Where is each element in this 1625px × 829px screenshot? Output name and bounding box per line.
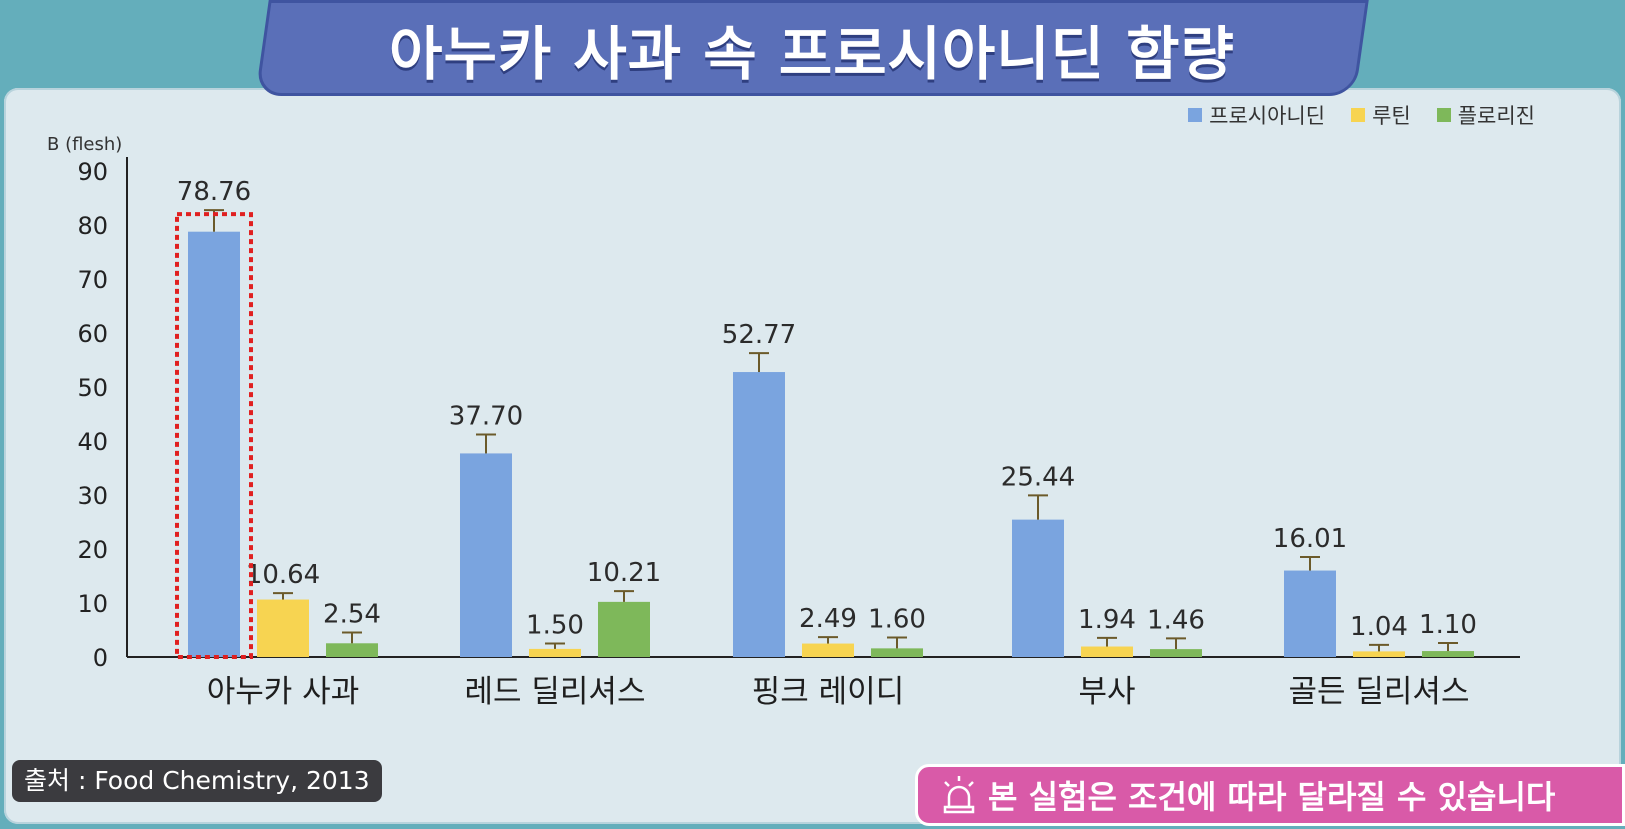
bar-rutin xyxy=(802,643,854,657)
bar-procyanidin xyxy=(733,372,785,657)
data-label: 1.50 xyxy=(526,611,584,641)
data-label: 37.70 xyxy=(449,402,523,432)
bar-procyanidin xyxy=(188,231,240,658)
data-label: 10.21 xyxy=(587,558,661,588)
data-label: 16.01 xyxy=(1273,524,1347,554)
y-tick-label: 90 xyxy=(77,158,108,186)
x-tick-label: 레드 딜리셔스 xyxy=(465,674,646,710)
data-label: 1.04 xyxy=(1350,612,1408,642)
bar-procyanidin xyxy=(460,453,512,657)
bar-phloridzin xyxy=(871,648,923,657)
legend-label-phloridzin: 플로리진 xyxy=(1457,104,1535,128)
legend-swatch-phloridzin xyxy=(1436,108,1451,122)
y-tick-label: 60 xyxy=(77,320,108,348)
y-tick-label: 50 xyxy=(77,374,108,402)
bar-phloridzin xyxy=(1150,649,1202,657)
x-tick-label: 핑크 레이디 xyxy=(752,674,904,710)
highlight-box xyxy=(175,212,253,659)
y-tick-label: 30 xyxy=(77,482,108,510)
data-label: 25.44 xyxy=(1001,462,1075,492)
legend-item-phloridzin: 플로리진 xyxy=(1436,100,1535,130)
data-label: 2.54 xyxy=(323,599,381,629)
x-tick-label: 골든 딜리셔스 xyxy=(1289,674,1470,710)
bar-phloridzin xyxy=(326,643,378,657)
notice-banner: 본 실험은 조건에 따라 달라질 수 있습니다 xyxy=(915,764,1625,826)
source-caption: 출처 : Food Chemistry, 2013 xyxy=(12,760,382,802)
chart-panel xyxy=(4,88,1621,824)
alarm-light-icon xyxy=(943,776,975,814)
bar-rutin xyxy=(529,648,581,657)
legend-swatch-rutin xyxy=(1351,108,1366,122)
data-label: 78.76 xyxy=(177,177,251,207)
data-label: 10.64 xyxy=(246,560,320,590)
chart-legend: 프로시아니딘 루틴 플로리진 xyxy=(1188,100,1535,130)
y-tick-label: 10 xyxy=(77,590,108,618)
data-label: 2.49 xyxy=(799,604,857,634)
legend-swatch-procyanidin xyxy=(1188,108,1203,122)
y-axis-label: B (flesh) xyxy=(47,134,122,155)
data-label: 1.46 xyxy=(1147,605,1205,635)
bar-rutin xyxy=(257,599,309,657)
bar-phloridzin xyxy=(598,601,650,657)
notice-text: 본 실험은 조건에 따라 달라질 수 있습니다 xyxy=(988,778,1556,816)
bar-procyanidin xyxy=(1012,519,1064,657)
data-label: 1.94 xyxy=(1078,605,1136,635)
data-label: 1.10 xyxy=(1419,610,1477,640)
y-tick-label: 0 xyxy=(93,644,108,672)
y-tick-label: 20 xyxy=(77,536,108,564)
data-label: 1.60 xyxy=(868,605,926,635)
y-tick-label: 80 xyxy=(77,212,108,240)
bar-phloridzin xyxy=(1422,651,1474,657)
y-tick-label: 70 xyxy=(77,266,108,294)
bar-rutin xyxy=(1353,651,1405,657)
y-tick-label: 40 xyxy=(77,428,108,456)
x-tick-label: 부사 xyxy=(1078,674,1135,710)
legend-item-procyanidin: 프로시아니딘 xyxy=(1188,100,1325,130)
legend-item-rutin: 루틴 xyxy=(1351,100,1411,130)
bar-rutin xyxy=(1081,646,1133,657)
x-tick-label: 아누카 사과 xyxy=(207,674,359,710)
data-label: 52.77 xyxy=(722,320,796,350)
bar-procyanidin xyxy=(1284,570,1336,657)
legend-label-procyanidin: 프로시아니딘 xyxy=(1209,104,1326,128)
legend-label-rutin: 루틴 xyxy=(1372,104,1411,128)
page-title: 아누카 사과 속 프로시아니딘 함량 xyxy=(389,20,1235,88)
